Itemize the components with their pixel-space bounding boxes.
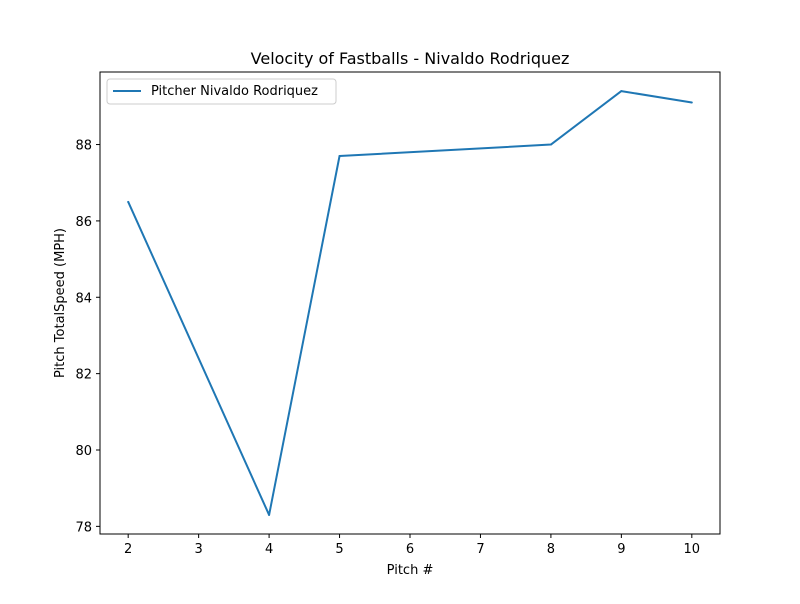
legend-box: [106, 78, 337, 105]
plot-frame: [99, 71, 721, 535]
legend-label: Pitcher Nivaldo Rodriquez: [151, 84, 318, 99]
y-tick-label: 82: [75, 368, 92, 383]
y-tick-label: 80: [75, 444, 92, 459]
y-tick-label: 86: [75, 215, 92, 230]
data-point: [620, 90, 623, 93]
x-tick-label: 9: [617, 542, 625, 557]
data-point: [690, 101, 693, 104]
x-tick-label: 7: [476, 542, 484, 557]
y-tick-label: 84: [75, 291, 92, 306]
y-tick-label: 78: [75, 520, 92, 535]
data-point: [127, 200, 130, 203]
y-tick-label: 88: [75, 139, 92, 154]
data-point: [549, 143, 552, 146]
data-point: [338, 155, 341, 157]
y-axis-label: Pitch TotalSpeed (MPH): [53, 228, 68, 378]
x-tick-label: 6: [406, 542, 414, 557]
x-tick-label: 8: [547, 542, 555, 557]
x-tick-label: 10: [684, 542, 701, 557]
series-line: [127, 90, 692, 516]
x-tick-label: 5: [335, 542, 343, 557]
data-point: [268, 513, 271, 516]
x-tick-label: 2: [124, 542, 132, 557]
x-axis-label: Pitch #: [387, 563, 434, 578]
x-tick-label: 3: [194, 542, 202, 557]
chart-title: Velocity of Fastballs - Nivaldo Rodrique…: [251, 49, 570, 68]
x-tick-label: 4: [265, 542, 273, 557]
legend: Pitcher Nivaldo Rodriquez: [106, 78, 337, 105]
